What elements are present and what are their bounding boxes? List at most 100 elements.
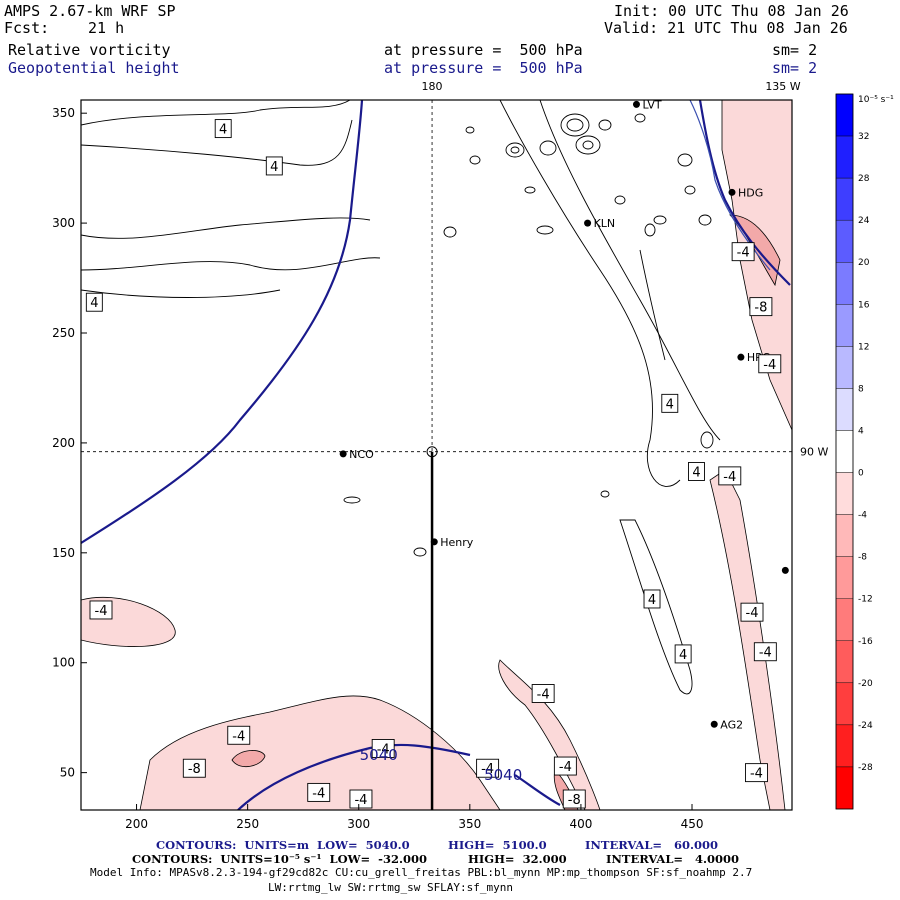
- station-dot: [632, 100, 640, 108]
- colorbar-level: 8: [858, 384, 864, 394]
- vorticity-label: -4: [559, 760, 572, 775]
- station-dot: [737, 353, 745, 361]
- colorbar-level: 0: [858, 469, 864, 479]
- vorticity-label-box: [182, 758, 206, 778]
- vorticity-label: 4: [219, 123, 227, 138]
- vorticity-label: -8: [568, 793, 581, 808]
- top-label-135w: 135 W: [765, 80, 800, 93]
- y-tick-label: 350: [52, 106, 75, 120]
- colorbar: 10⁻⁵ s⁻¹ 32 28 24 20 16 12 8 4 0 -4 -8 -12 -16 -20 -24 -…: [835, 93, 894, 810]
- colorbar-swatch: [835, 598, 854, 641]
- vorticity-label: -8: [188, 762, 201, 777]
- vorticity-label: -4: [746, 606, 759, 621]
- colorbar-swatch: [835, 346, 854, 389]
- colorbar-swatch: [835, 135, 854, 179]
- vorticity-contour-high: HIGH= 32.000: [468, 852, 567, 866]
- colorbar-frame: [835, 93, 854, 810]
- vorticity-label: -4: [737, 246, 750, 261]
- colorbar-level: 28: [858, 174, 870, 184]
- vorticity-label-box: [307, 782, 331, 802]
- plot-frame: [80, 99, 793, 811]
- vorticity-label: -4: [481, 762, 494, 777]
- vorticity-label: 4: [679, 648, 687, 663]
- vorticity-label: -4: [232, 729, 245, 744]
- station-label: NCO: [349, 448, 374, 461]
- x-axis: 200 250 300 350 400 450: [125, 804, 703, 831]
- colorbar-level: 20: [858, 258, 870, 268]
- y-tick-label: 150: [52, 546, 75, 560]
- negative-vorticity-shading: [81, 100, 792, 810]
- vorticity-label-box: [562, 789, 586, 809]
- model-info-line2: LW:rrtmg_lw SW:rrtmg_sw SFLAY:sf_mynn: [268, 881, 514, 894]
- colorbar-level: 32: [858, 132, 869, 142]
- fcst-value: 21 h: [88, 19, 125, 37]
- x-tick-label: 400: [569, 817, 592, 831]
- vorticity-label-box: [745, 763, 768, 783]
- vorticity-label-box: [227, 725, 251, 745]
- colorbar-swatch: [835, 93, 854, 137]
- vorticity-label-box: [753, 642, 777, 662]
- colorbar-swatch: [835, 304, 854, 347]
- vorticity-label-box: [89, 600, 113, 620]
- vorticity-label: -4: [723, 470, 736, 485]
- colorbar-swatch: [835, 640, 854, 684]
- vorticity-contour-interval: INTERVAL= 4.0000: [606, 852, 740, 866]
- vorticity-label: -4: [759, 646, 772, 661]
- field2-pressure: at pressure = 500 hPa: [384, 59, 583, 77]
- convective-cells: [343, 113, 714, 557]
- vorticity-label: -4: [537, 687, 550, 702]
- height-label: 5040: [484, 766, 522, 784]
- colorbar-level: 12: [858, 342, 869, 352]
- colorbar-level: -28: [858, 763, 873, 773]
- crosshair-marker: [426, 446, 438, 458]
- vorticity-label-box: [731, 242, 755, 262]
- colorbar-swatch: [835, 766, 854, 810]
- vorticity-label: -4: [354, 793, 367, 808]
- vorticity-label: 4: [270, 160, 278, 175]
- fcst-label: Fcst:: [4, 19, 50, 37]
- model-info: Model Info: MPASv8.2.3-194-gf29cd82c CU:…: [90, 866, 753, 879]
- colorbar-swatch: [835, 430, 854, 473]
- station-dot: [430, 538, 438, 546]
- station-label: LVT: [642, 98, 661, 111]
- vorticity-label-box: [749, 297, 773, 317]
- colorbar-level: -16: [858, 637, 873, 647]
- vorticity-label: -4: [377, 742, 390, 757]
- colorbar-unit: 10⁻⁵ s⁻¹: [858, 95, 894, 105]
- vorticity-label-box: [265, 156, 283, 176]
- field1-name: Relative vorticity: [8, 41, 171, 59]
- colorbar-swatch: [835, 472, 854, 515]
- vorticity-label-box: [371, 739, 395, 758]
- height-contour-interval: INTERVAL= 60.000: [585, 838, 719, 852]
- height-contour-info: CONTOURS: UNITS=m LOW= 5040.0: [156, 838, 410, 852]
- init-time: Init: 00 UTC Thu 08 Jan 26: [614, 2, 849, 20]
- colorbar-swatch: [835, 219, 854, 263]
- vorticity-label: -4: [763, 358, 776, 373]
- x-tick-label: 250: [236, 817, 259, 831]
- vorticity-label-box: [688, 462, 705, 481]
- vorticity-label: -4: [95, 604, 108, 619]
- right-label-90w: 90 W: [800, 446, 828, 459]
- vorticity-label-box: [531, 684, 555, 703]
- x-tick-label: 450: [681, 817, 704, 831]
- colorbar-level: -12: [858, 595, 873, 605]
- vorticity-label-box: [349, 789, 373, 809]
- field1-pressure: at pressure = 500 hPa: [384, 41, 583, 59]
- station-dot: [710, 720, 718, 728]
- vorticity-label: -8: [754, 301, 767, 316]
- vorticity-label: -4: [312, 786, 325, 801]
- model-title: AMPS 2.67-km WRF SP: [4, 2, 176, 20]
- height-label: 5040: [360, 746, 398, 764]
- y-tick-label: 300: [52, 216, 75, 230]
- valid-time: Valid: 21 UTC Thu 08 Jan 26: [604, 19, 848, 37]
- vorticity-label-box: [476, 758, 500, 778]
- colorbar-level: -20: [858, 679, 873, 689]
- field1-smoothing: sm= 2: [772, 41, 818, 59]
- x-tick-label: 200: [125, 817, 148, 831]
- colorbar-swatch: [835, 262, 854, 305]
- y-tick-label: 100: [52, 656, 75, 670]
- colorbar-level: -24: [858, 721, 873, 731]
- vorticity-contour-info: CONTOURS: UNITS=10⁻⁵ s⁻¹ LOW= -32.000: [132, 852, 427, 866]
- colorbar-swatch: [835, 556, 854, 599]
